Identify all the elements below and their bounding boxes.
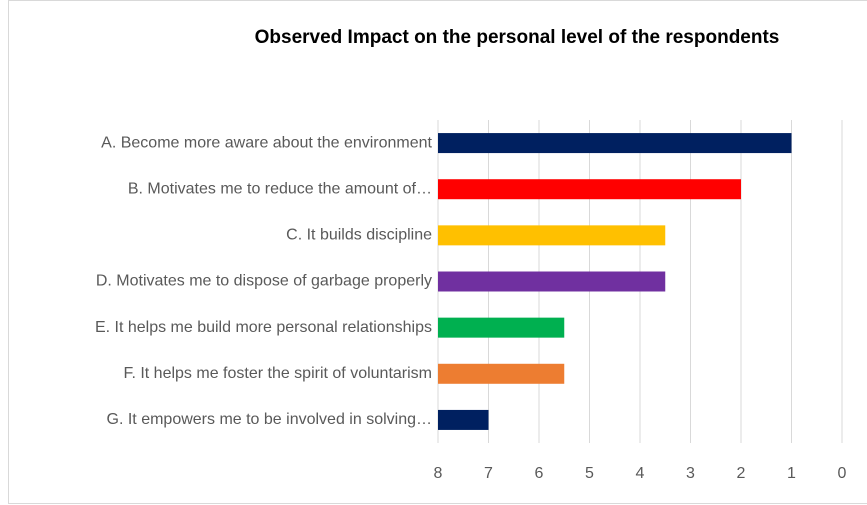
bar (438, 133, 792, 154)
x-tick-label: 2 (737, 465, 746, 482)
x-tick-label: 4 (636, 465, 645, 482)
x-tick-label: 1 (787, 465, 796, 482)
bar (438, 225, 666, 246)
x-tick-label: 0 (838, 465, 847, 482)
y-tick-label: C. It builds discipline (286, 227, 432, 244)
bar (438, 179, 741, 200)
y-tick-label: B. Motivates me to reduce the amount of… (128, 180, 432, 197)
x-tick-label: 6 (535, 465, 544, 482)
y-tick-label: A. Become more aware about the environme… (101, 134, 432, 151)
y-tick-label: E. It helps me build more personal relat… (95, 319, 432, 336)
y-tick-label: F. It helps me foster the spirit of volu… (123, 365, 432, 382)
x-tick-label: 5 (585, 465, 594, 482)
x-tick-label: 7 (484, 465, 493, 482)
y-tick-label: G. It empowers me to be involved in solv… (107, 411, 432, 428)
bar (438, 409, 489, 430)
x-tick-label: 8 (434, 465, 443, 482)
bar (438, 271, 666, 292)
x-tick-label: 3 (686, 465, 695, 482)
y-tick-label: D. Motivates me to dispose of garbage pr… (96, 273, 432, 290)
bar (438, 363, 565, 384)
chart-title: Observed Impact on the personal level of… (255, 27, 780, 48)
bar (438, 317, 565, 338)
